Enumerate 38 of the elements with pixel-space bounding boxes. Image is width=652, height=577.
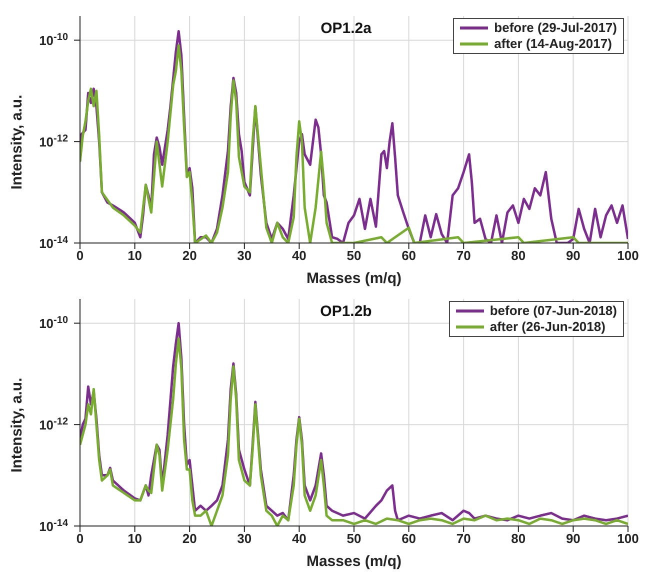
chart-title: OP1.2b	[320, 303, 372, 320]
y-axis-title: Intensity, a.u.	[8, 378, 26, 472]
y-axis-title: Intensity, a.u.	[8, 94, 26, 190]
x-tick-label: 0	[76, 531, 84, 546]
x-axis-title: Masses (m/q)	[306, 270, 402, 287]
legend-label: after (14-Aug-2017)	[494, 36, 612, 52]
x-tick-label: 80	[511, 531, 526, 546]
x-tick-label: 30	[237, 531, 252, 546]
x-tick-label: 80	[511, 248, 526, 264]
x-tick-label: 10	[128, 531, 142, 546]
legend-label: before (07-Jun-2018)	[490, 303, 617, 319]
x-tick-label: 50	[346, 248, 362, 264]
legend-label: before (29-Jul-2017)	[494, 20, 617, 36]
x-tick-label: 30	[237, 248, 252, 264]
x-tick-label: 60	[402, 531, 416, 546]
x-tick-label: 70	[456, 248, 471, 264]
x-tick-label: 90	[566, 531, 580, 546]
legend-label: after (26-Jun-2018)	[490, 319, 606, 335]
y-tick-label: 10$^{-14}$	[39, 234, 68, 251]
x-tick-label: 40	[292, 531, 306, 546]
y-tick-label: 10$^{-14}$	[39, 518, 68, 534]
x-tick-label: 20	[182, 531, 197, 546]
x-tick-label: 0	[76, 248, 84, 264]
x-tick-label: 100	[617, 531, 639, 546]
x-tick-label: 10	[128, 248, 142, 264]
x-tick-label: 40	[292, 248, 306, 264]
x-tick-label: 70	[456, 531, 471, 546]
x-axis-title: Masses (m/q)	[306, 553, 402, 570]
y-tick-label: 10$^{-10}$	[39, 314, 68, 332]
y-tick-label: 10$^{-12}$	[39, 416, 68, 433]
y-tick-label: 10$^{-10}$	[39, 32, 68, 48]
x-tick-label: 100	[617, 248, 639, 264]
x-tick-label: 50	[346, 531, 362, 546]
x-tick-label: 90	[566, 248, 580, 264]
x-tick-label: 60	[402, 248, 416, 264]
x-tick-label: 20	[182, 248, 197, 264]
chart-title: OP1.2a	[320, 20, 372, 37]
y-tick-label: 10$^{-12}$	[39, 133, 68, 150]
